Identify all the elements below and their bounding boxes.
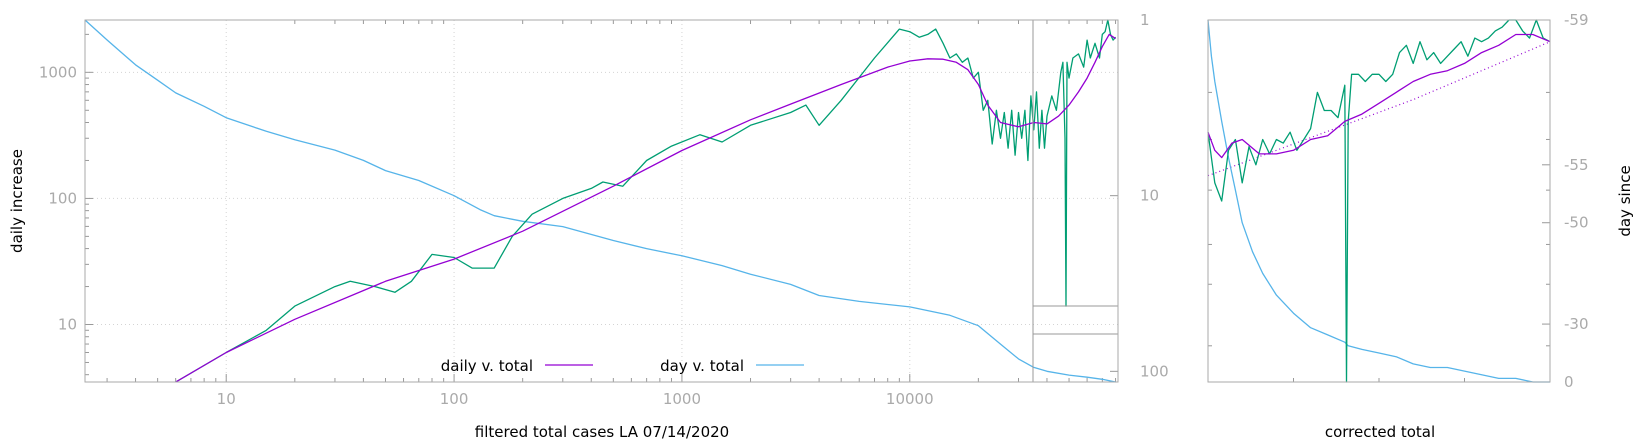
- y2-tick-label: 10: [1140, 187, 1159, 205]
- x-tick-label: 10000: [886, 390, 934, 408]
- y2-tick-label: 1: [1140, 11, 1150, 29]
- right-axis-ticks: [1208, 19, 1550, 383]
- right-series: [1207, 19, 1551, 383]
- series-line-day: [84, 19, 1116, 383]
- right-y2-axis-label: day since: [1616, 165, 1634, 236]
- right-plot-frame: [1207, 19, 1551, 383]
- left-y-axis-label: daily increase: [8, 149, 26, 253]
- legend-label-daily: daily v. total: [441, 357, 533, 375]
- right-y2-tick-label: -30: [1564, 315, 1589, 333]
- y2-tick-label: 100: [1140, 362, 1169, 380]
- left-tick-labels: 10 100 1000 10000 10 100 1000 1 10 100: [39, 11, 1169, 408]
- left-gridlines: [85, 20, 1118, 382]
- right-y2-tick-label: 0: [1564, 373, 1574, 391]
- right-tick-labels: -59 -55 -50 -30 0: [1564, 11, 1589, 391]
- right-series-line-day: [1207, 19, 1550, 383]
- x-tick-label: 1000: [663, 390, 701, 408]
- series-line-raw: [175, 19, 1117, 383]
- right-y2-tick-label: -50: [1564, 214, 1589, 232]
- x-tick-label: 10: [217, 390, 236, 408]
- y-tick-label: 10: [58, 316, 77, 334]
- left-series: [84, 19, 1117, 383]
- right-x-axis-label: corrected total: [1325, 423, 1435, 440]
- right-y2-tick-label: -59: [1564, 11, 1589, 29]
- right-series-line-fit: [1207, 33, 1551, 159]
- left-axis-ticks: [85, 19, 1118, 382]
- left-x-axis-label: filtered total cases LA 07/14/2020: [475, 423, 729, 440]
- legend-label-day: day v. total: [660, 357, 744, 375]
- y-tick-label: 1000: [39, 63, 77, 81]
- y-tick-label: 100: [48, 189, 77, 207]
- series-line-fit: [175, 33, 1116, 383]
- x-tick-label: 100: [440, 390, 469, 408]
- legend: daily v. total day v. total: [441, 357, 804, 375]
- right-series-line-trend: [1207, 41, 1551, 177]
- right-series-line-raw: [1207, 19, 1551, 383]
- right-y2-tick-label: -55: [1564, 156, 1589, 174]
- left-plot-frame: [84, 19, 1119, 383]
- left-inset-box: [1032, 20, 1118, 382]
